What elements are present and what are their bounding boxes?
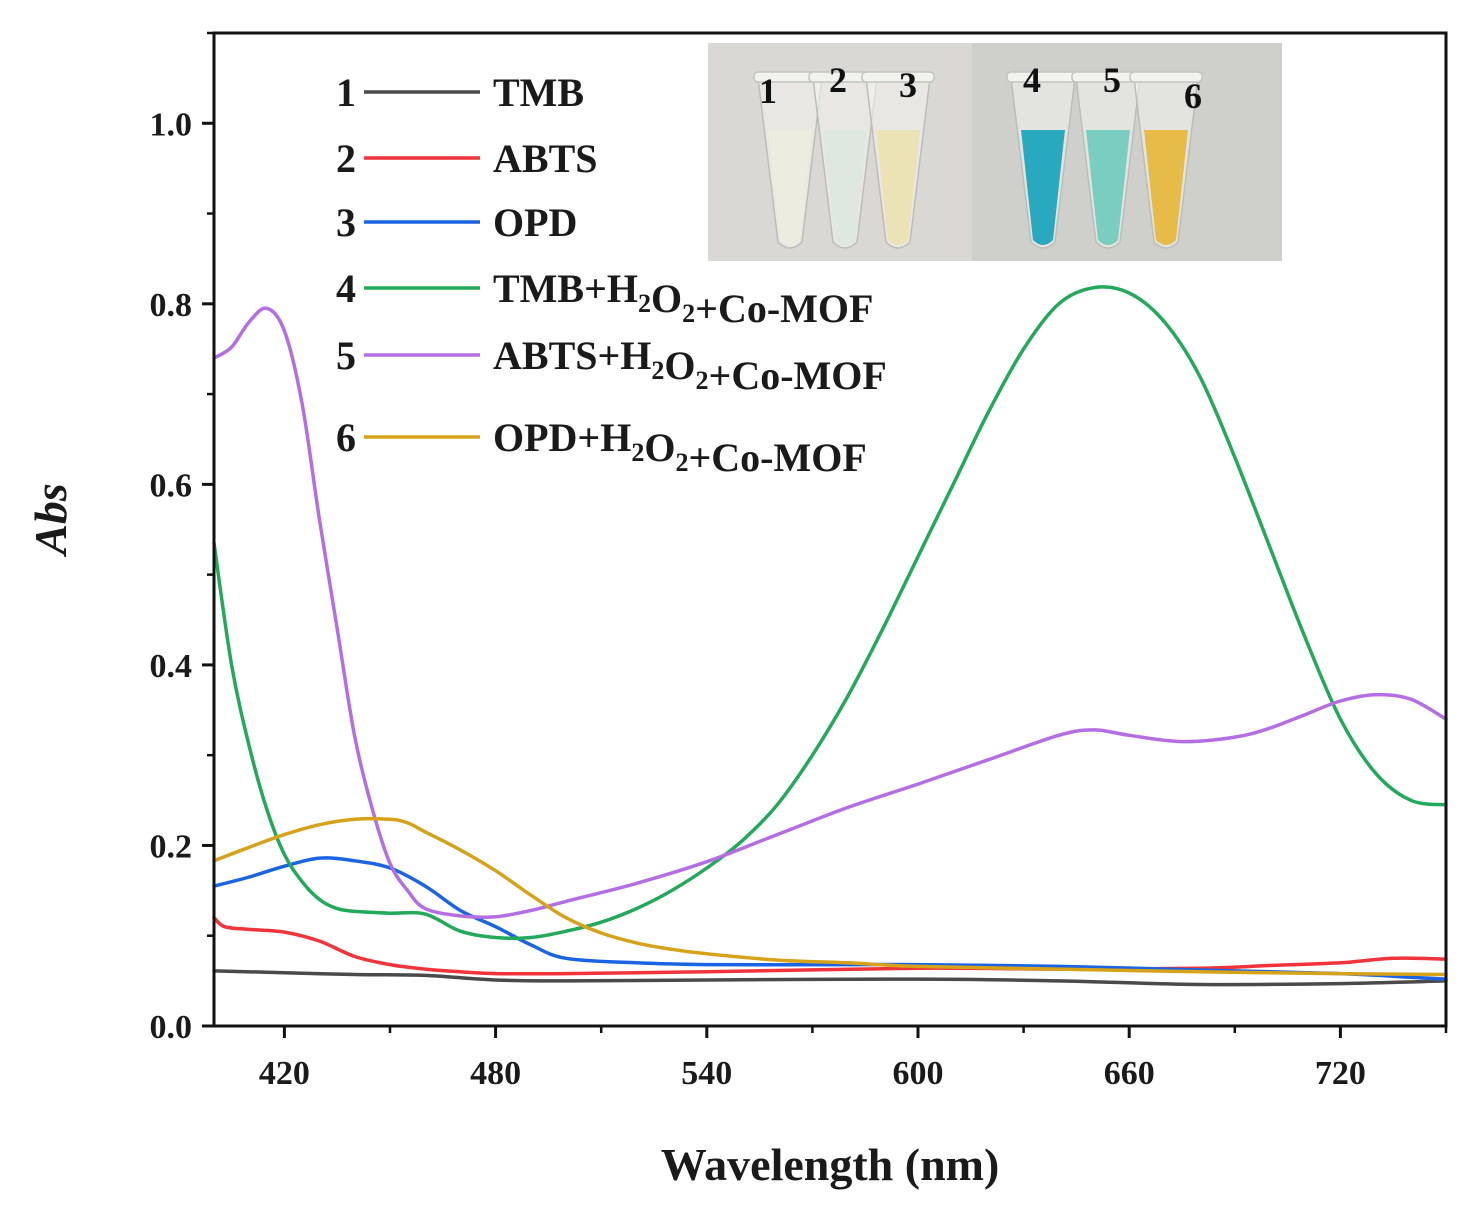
y-tick-label: 0.4 bbox=[150, 648, 193, 685]
legend-text-part: TMB+H bbox=[493, 266, 638, 311]
x-tick-label: 540 bbox=[681, 1055, 732, 1092]
tube-4-rim bbox=[1006, 71, 1080, 83]
plot-frame bbox=[212, 31, 1448, 1028]
x-tick-label: 420 bbox=[259, 1055, 310, 1092]
legend-text-part: +Co-MOF bbox=[688, 435, 866, 480]
legend-subscript: 2 bbox=[682, 299, 695, 328]
legend-subscript: 2 bbox=[651, 356, 664, 385]
legend-number-6: 6 bbox=[336, 415, 356, 460]
legend-label-1: TMB bbox=[493, 70, 584, 115]
tube-label-3: 3 bbox=[899, 65, 917, 105]
legend-number-1: 1 bbox=[336, 70, 356, 115]
legend-text-part: OPD+H bbox=[493, 415, 631, 460]
legend-subscript: 2 bbox=[631, 438, 644, 467]
tube-3-rim bbox=[861, 71, 935, 83]
series-line-4 bbox=[212, 285, 1448, 941]
legend-subscript: 2 bbox=[675, 448, 688, 477]
x-tick-label: 600 bbox=[893, 1055, 944, 1092]
legend-label-4: TMB+H2O2+Co-MOF bbox=[493, 266, 873, 331]
legend-text-part: +Co-MOF bbox=[695, 286, 873, 331]
tube-1-liquid bbox=[768, 130, 812, 245]
legend-label-5: ABTS+H2O2+Co-MOF bbox=[493, 333, 887, 398]
tube-label-4: 4 bbox=[1023, 60, 1041, 100]
y-tick-label: 0.8 bbox=[150, 287, 193, 324]
series-line-5 bbox=[212, 306, 1448, 920]
tube-5-liquid bbox=[1086, 130, 1130, 245]
legend-label-2: ABTS bbox=[493, 136, 598, 181]
legend-label-6: OPD+H2O2+Co-MOF bbox=[493, 415, 867, 480]
legend-text-part: TMB bbox=[493, 70, 584, 115]
legend-text-part: +Co-MOF bbox=[709, 353, 887, 398]
legend-text-part: ABTS+H bbox=[493, 333, 651, 378]
y-tick-label: 0.6 bbox=[150, 467, 193, 504]
legend-text-part: O bbox=[651, 276, 682, 321]
legend-text-part: O bbox=[644, 425, 675, 470]
legend-label-3: OPD bbox=[493, 200, 577, 245]
legend-subscript: 2 bbox=[638, 289, 651, 318]
series-line-1 bbox=[212, 969, 1448, 987]
series-line-6 bbox=[212, 816, 1448, 977]
tube-label-2: 2 bbox=[829, 60, 847, 100]
x-tick-label: 720 bbox=[1315, 1055, 1366, 1092]
legend-text-part: ABTS bbox=[493, 136, 598, 181]
series-line-3 bbox=[212, 856, 1448, 981]
series-layer bbox=[212, 285, 1448, 987]
legend-text-part: O bbox=[664, 343, 695, 388]
legend-text-part: OPD bbox=[493, 200, 577, 245]
y-tick-label: 1.0 bbox=[150, 106, 193, 143]
x-tick-label: 480 bbox=[470, 1055, 521, 1092]
inset-photo: 1 2 3 4 5 6 bbox=[708, 43, 1282, 261]
axes: 420 480 540 600 660 720 0.0 0.2 0.4 0.6 0.8 1.0 bbox=[150, 31, 1448, 1092]
y-tick-label: 0.0 bbox=[150, 1009, 193, 1046]
legend-number-5: 5 bbox=[336, 333, 356, 378]
tube-4-liquid bbox=[1021, 130, 1065, 245]
tube-6-liquid bbox=[1144, 130, 1188, 245]
tube-label-1: 1 bbox=[759, 71, 777, 111]
legend-number-2: 2 bbox=[336, 136, 356, 181]
x-axis-title: Wavelength (nm) bbox=[661, 1139, 1000, 1190]
legend-number-4: 4 bbox=[336, 266, 356, 311]
x-tick-label: 660 bbox=[1104, 1055, 1155, 1092]
tube-2-liquid bbox=[823, 130, 867, 245]
y-tick-label: 0.2 bbox=[150, 828, 193, 865]
tube-6-rim bbox=[1129, 71, 1203, 83]
y-axis-title: Abs bbox=[25, 483, 76, 558]
series-line-2 bbox=[212, 915, 1448, 976]
tube-label-6: 6 bbox=[1184, 76, 1202, 116]
legend-subscript: 2 bbox=[696, 366, 709, 395]
tube-3-liquid bbox=[876, 130, 920, 245]
legend-number-3: 3 bbox=[336, 200, 356, 245]
tube-label-5: 5 bbox=[1103, 60, 1121, 100]
